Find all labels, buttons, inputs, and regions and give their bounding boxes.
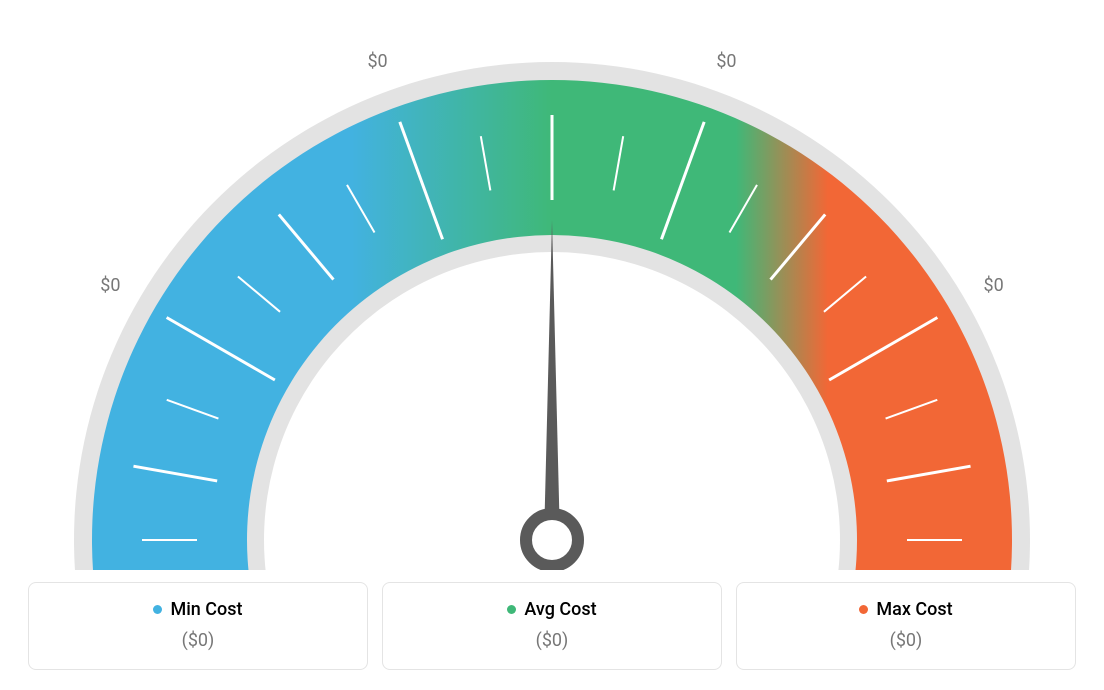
gauge-tick-label: $0 [367,51,387,72]
gauge-hub [526,514,578,566]
dot-icon [507,605,516,614]
gauge-tick-label: $0 [984,275,1004,296]
dot-icon [859,605,868,614]
legend-value: ($0) [41,630,355,651]
legend-value: ($0) [395,630,709,651]
legend-card-avg: Avg Cost ($0) [382,582,722,670]
legend-label: Max Cost [876,599,952,620]
gauge-chart: $0$0$0$0$0$0 [28,10,1076,574]
legend-card-max: Max Cost ($0) [736,582,1076,670]
gauge-needle [544,220,560,540]
gauge-tick-label: $0 [100,275,120,296]
legend-label: Avg Cost [524,599,596,620]
gauge-tick-label: $0 [716,51,736,72]
legend-card-min: Min Cost ($0) [28,582,368,670]
legend-value: ($0) [749,630,1063,651]
dot-icon [153,605,162,614]
gauge-svg: $0$0$0$0$0$0 [28,10,1076,570]
legend-label: Min Cost [170,599,242,620]
legend-row: Min Cost ($0) Avg Cost ($0) Max Cost ($0… [28,582,1076,670]
